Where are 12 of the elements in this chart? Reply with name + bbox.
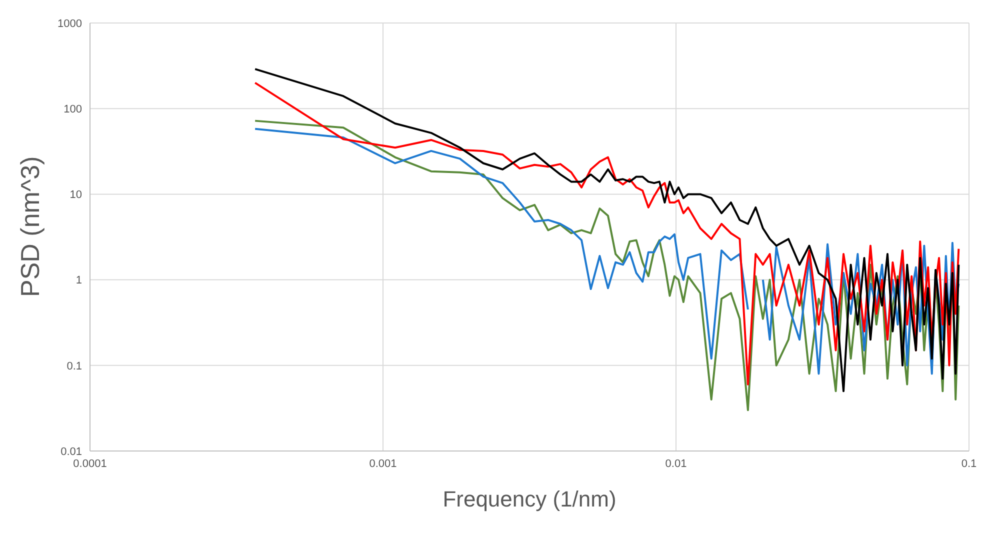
- x-tick-label: 0.01: [665, 458, 687, 470]
- x-axis-title: Frequency (1/nm): [442, 486, 616, 512]
- y-tick-label: 10: [70, 189, 82, 202]
- y-tick-label: 0.1: [66, 360, 82, 372]
- y-tick-label: 1: [76, 274, 82, 287]
- y-tick-label: 0.01: [60, 446, 82, 458]
- y-axis-title: PSD (nm^3): [15, 156, 46, 297]
- x-tick-label: 0.0001: [73, 458, 107, 470]
- y-tick-label: 1000: [58, 18, 82, 30]
- x-tick-label: 0.1: [961, 458, 977, 470]
- y-tick-label: 100: [64, 104, 82, 116]
- x-tick-label: 0.001: [369, 458, 397, 470]
